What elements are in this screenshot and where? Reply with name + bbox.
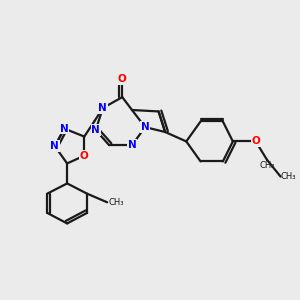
Text: O: O (80, 151, 89, 161)
Text: O: O (118, 74, 127, 84)
Text: N: N (98, 103, 107, 113)
Text: CH₃: CH₃ (109, 198, 124, 207)
Text: N: N (91, 125, 100, 135)
Text: N: N (128, 140, 136, 150)
Text: O: O (251, 136, 260, 146)
Text: CH₃: CH₃ (280, 172, 296, 181)
Text: N: N (141, 122, 149, 132)
Text: CH₂: CH₂ (260, 161, 275, 170)
Text: N: N (50, 141, 59, 151)
Text: N: N (60, 124, 69, 134)
